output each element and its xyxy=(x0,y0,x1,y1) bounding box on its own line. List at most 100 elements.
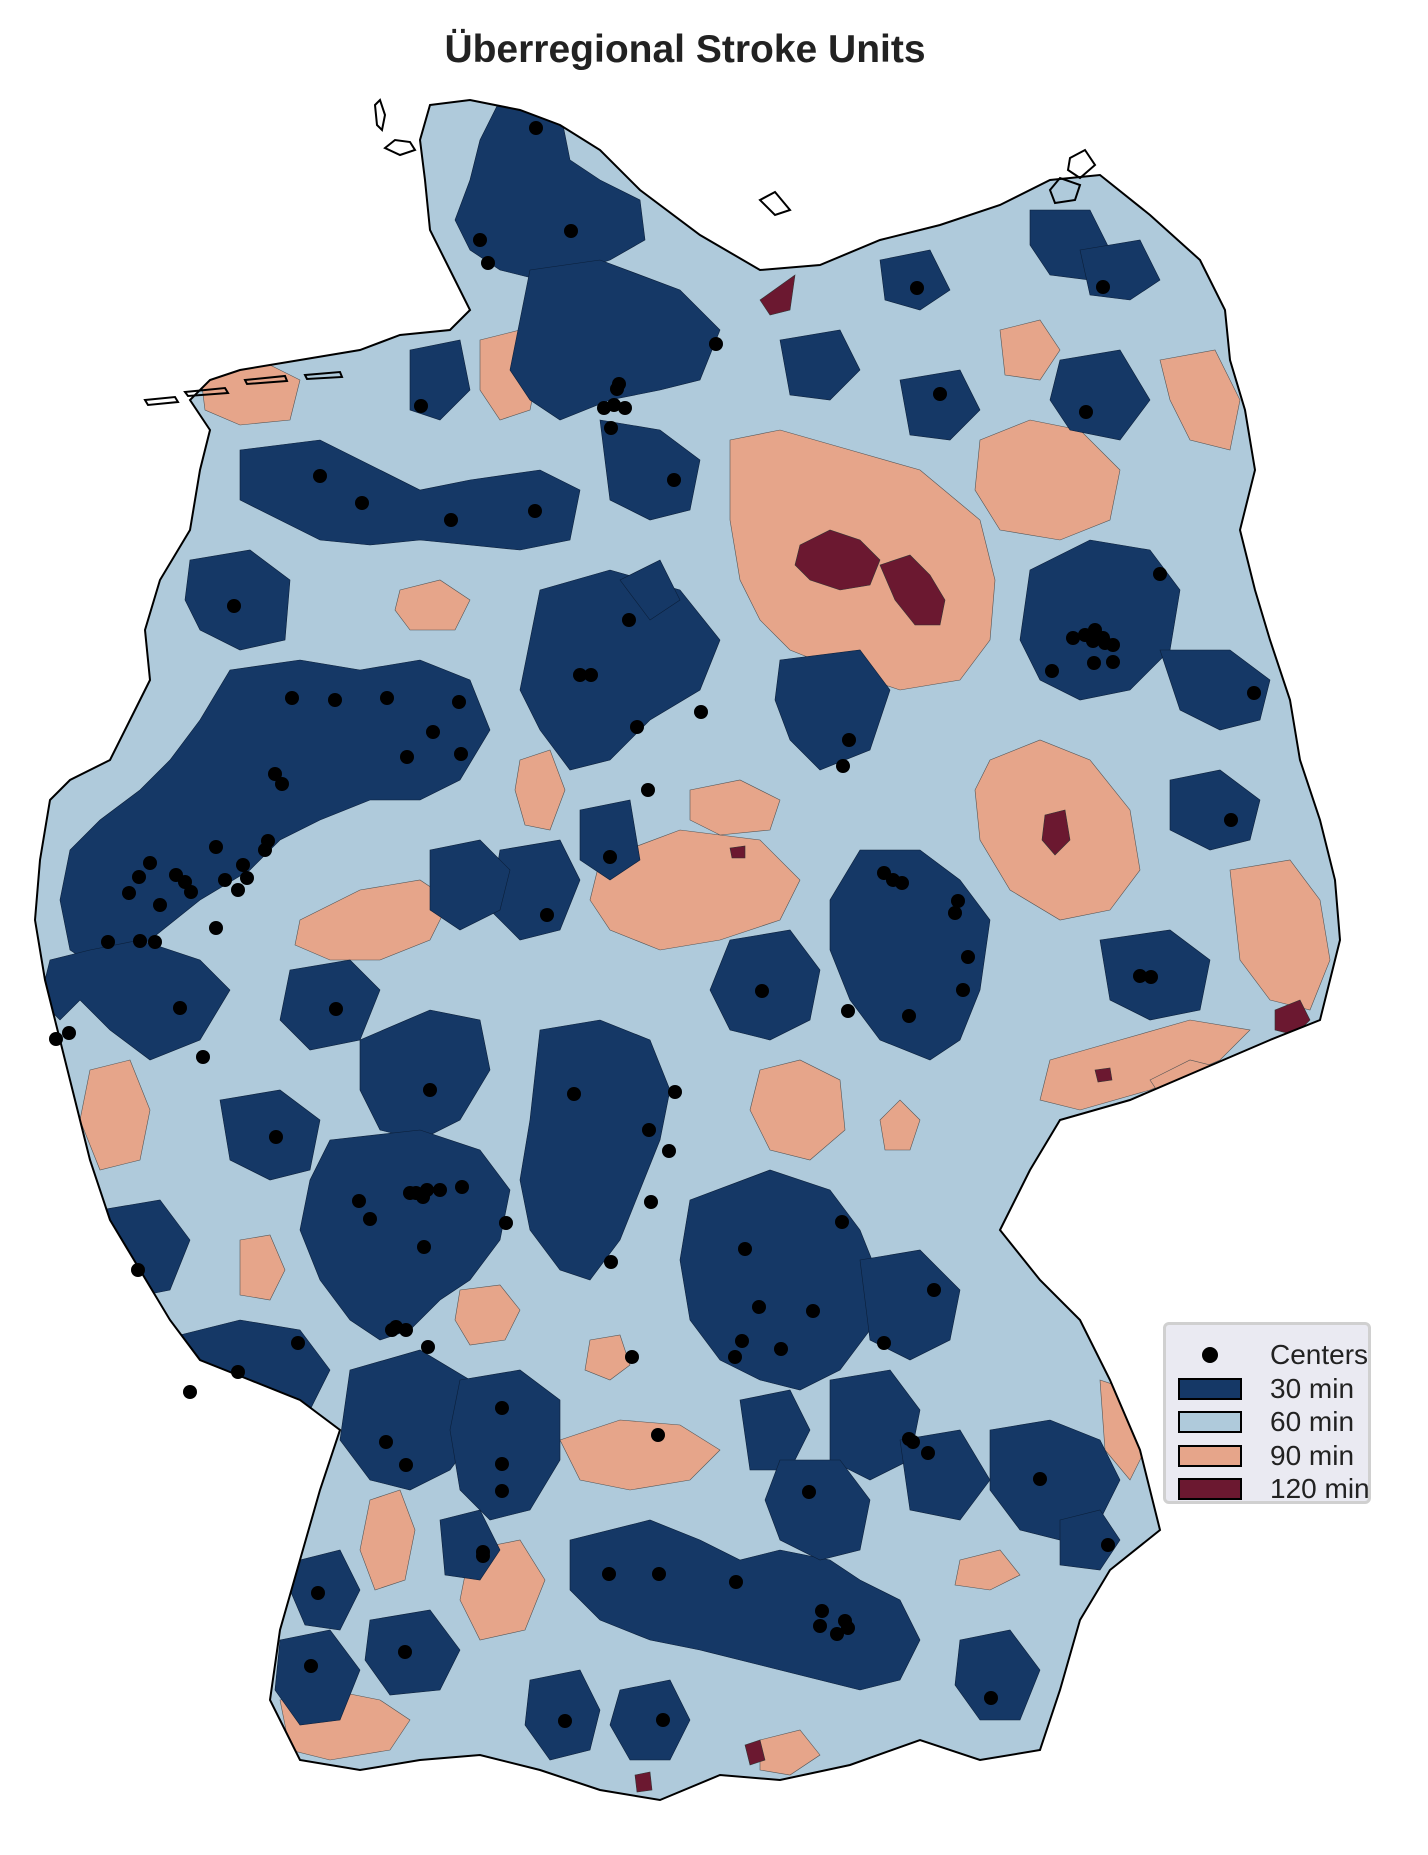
center-marker xyxy=(813,1619,827,1633)
center-marker xyxy=(528,504,542,518)
center-marker xyxy=(400,750,414,764)
center-marker xyxy=(311,1586,325,1600)
center-marker xyxy=(1079,405,1093,419)
center-marker xyxy=(836,759,850,773)
center-marker xyxy=(603,850,617,864)
center-marker xyxy=(153,898,167,912)
center-marker xyxy=(1153,567,1167,581)
center-marker xyxy=(196,1050,210,1064)
center-marker xyxy=(1224,813,1238,827)
center-marker xyxy=(910,281,924,295)
center-marker xyxy=(667,473,681,487)
center-marker xyxy=(1144,970,1158,984)
center-marker xyxy=(1106,638,1120,652)
center-marker xyxy=(481,256,495,270)
center-marker xyxy=(927,1283,941,1297)
center-marker xyxy=(399,1323,413,1337)
center-marker xyxy=(842,733,856,747)
center-marker xyxy=(452,695,466,709)
center-marker xyxy=(802,1485,816,1499)
center-marker xyxy=(835,1215,849,1229)
center-marker xyxy=(148,935,162,949)
center-marker xyxy=(752,1300,766,1314)
center-marker xyxy=(184,885,198,899)
center-marker xyxy=(409,1186,423,1200)
center-marker xyxy=(209,921,223,935)
center-marker xyxy=(285,691,299,705)
center-marker xyxy=(877,1336,891,1350)
center-marker xyxy=(420,1183,434,1197)
center-marker xyxy=(830,1627,844,1641)
center-marker xyxy=(618,401,632,415)
center-marker xyxy=(363,1212,377,1226)
center-marker xyxy=(906,1435,920,1449)
center-marker xyxy=(604,421,618,435)
center-marker xyxy=(694,705,708,719)
center-marker xyxy=(948,906,962,920)
center-marker xyxy=(625,1350,639,1364)
legend-label: 90 min xyxy=(1270,1439,1355,1471)
center-marker xyxy=(1106,655,1120,669)
center-marker xyxy=(1101,1538,1115,1552)
center-marker xyxy=(495,1457,509,1471)
center-marker xyxy=(951,894,965,908)
legend-label: 30 min xyxy=(1270,1372,1355,1404)
center-marker xyxy=(1133,969,1147,983)
center-marker xyxy=(423,1083,437,1097)
center-marker xyxy=(421,1340,435,1354)
legend-item-120min: 120 min xyxy=(1166,1471,1370,1511)
center-marker xyxy=(602,1567,616,1581)
center-marker xyxy=(258,843,272,857)
map-title: Überregional Stroke Units xyxy=(444,28,926,71)
center-marker xyxy=(454,747,468,761)
center-marker xyxy=(902,1009,916,1023)
center-marker xyxy=(584,668,598,682)
legend: Centers 30 min 60 min 90 min 120 min xyxy=(1163,1322,1371,1504)
center-marker xyxy=(921,1446,935,1460)
center-marker xyxy=(133,934,147,948)
center-marker xyxy=(236,858,250,872)
legend-swatch-90min xyxy=(1178,1444,1242,1467)
center-marker xyxy=(352,1194,366,1208)
center-marker xyxy=(231,1365,245,1379)
center-marker xyxy=(1088,623,1102,637)
center-marker xyxy=(709,337,723,351)
center-marker xyxy=(304,1659,318,1673)
legend-item-60min: 60 min xyxy=(1166,1404,1368,1444)
center-marker xyxy=(1045,664,1059,678)
legend-item-center: Centers xyxy=(1166,1337,1368,1377)
center-marker xyxy=(841,1004,855,1018)
legend-label: 120 min xyxy=(1270,1473,1370,1504)
center-marker xyxy=(1066,631,1080,645)
center-marker xyxy=(227,599,241,613)
center-marker xyxy=(240,871,254,885)
center-marker xyxy=(652,1567,666,1581)
center-marker xyxy=(622,613,636,627)
center-marker xyxy=(268,767,282,781)
center-marker xyxy=(433,1183,447,1197)
center-marker xyxy=(385,1323,399,1337)
center-marker xyxy=(473,233,487,247)
center-marker xyxy=(540,908,554,922)
center-marker xyxy=(495,1484,509,1498)
center-marker xyxy=(735,1334,749,1348)
center-marker xyxy=(529,121,543,135)
center-marker xyxy=(774,1342,788,1356)
center-marker xyxy=(417,1240,431,1254)
center-marker xyxy=(651,1428,665,1442)
center-marker xyxy=(668,1085,682,1099)
center-marker xyxy=(379,1435,393,1449)
center-marker xyxy=(630,720,644,734)
center-marker xyxy=(838,1614,852,1628)
center-marker xyxy=(738,1242,752,1256)
center-marker xyxy=(499,1216,513,1230)
center-marker xyxy=(455,1180,469,1194)
center-marker xyxy=(558,1714,572,1728)
center-marker xyxy=(1096,280,1110,294)
center-marker xyxy=(1247,686,1261,700)
center-marker xyxy=(933,387,947,401)
legend-swatch-60min xyxy=(1178,1411,1242,1433)
center-marker xyxy=(143,856,157,870)
center-marker xyxy=(380,691,394,705)
center-marker xyxy=(132,870,146,884)
